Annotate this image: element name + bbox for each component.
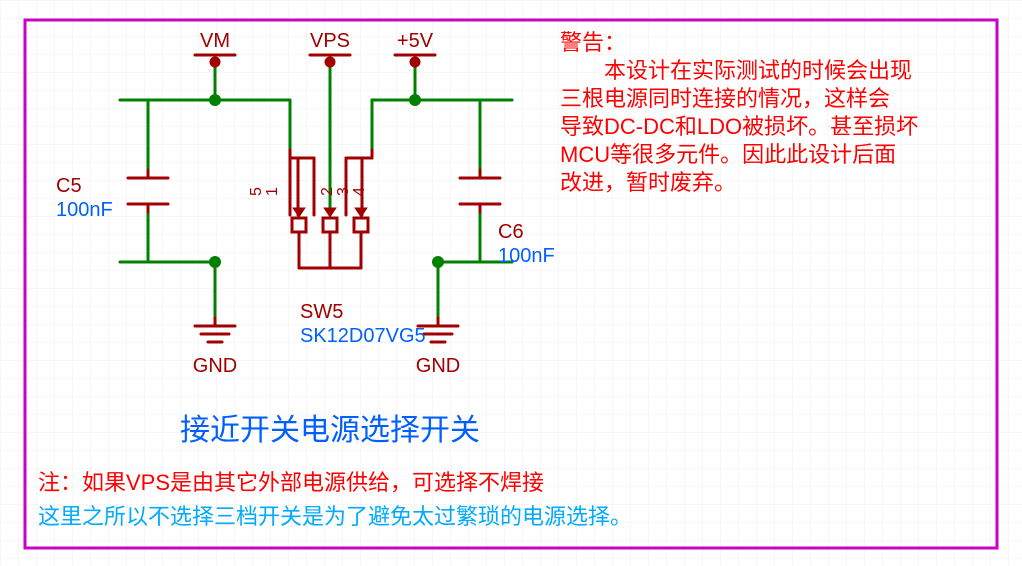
c5-val: 100nF — [56, 199, 113, 221]
net-vps: VPS — [310, 30, 350, 52]
warn-l1: 本设计在实际测试的时候会出现 — [560, 58, 912, 83]
warn-title: 警告： — [560, 30, 626, 55]
section-heading: 接近开关电源选择开关 — [180, 414, 480, 447]
note-blue: 这里之所以不选择三档开关是为了避免太过繁琐的电源选择。 — [38, 504, 632, 529]
warn-l2: 三根电源同时连接的情况，这样会 — [560, 86, 890, 111]
pin-5: 5 — [248, 187, 265, 196]
note-red: 注：如果VPS是由其它外部电源供给，可选择不焊接 — [38, 470, 544, 495]
c5-ref: C5 — [56, 175, 82, 197]
nets — [120, 64, 512, 318]
net-vm: VM — [200, 30, 230, 52]
gnd-left: GND — [193, 355, 237, 377]
warn-l3: 导致DC-DC和LDO被损坏。甚至损坏 — [560, 114, 918, 139]
pin-3: 3 — [335, 187, 352, 196]
net-5v: +5V — [397, 30, 434, 52]
c6-ref: C6 — [498, 221, 524, 243]
components — [128, 55, 500, 342]
junctions — [209, 94, 444, 268]
warn-l5: 改进，暂时废弃。 — [560, 170, 736, 195]
pin-4: 4 — [351, 187, 368, 196]
warn-l4: MCU等很多元件。因此此设计后面 — [560, 142, 896, 167]
sw5-part: SK12D07VG5 — [300, 325, 426, 347]
warning-text: 警告： 本设计在实际测试的时候会出现 三根电源同时连接的情况，这样会 导致DC-… — [560, 30, 918, 195]
gnd-right: GND — [416, 355, 460, 377]
c6-val: 100nF — [498, 245, 555, 267]
sw5-ref: SW5 — [300, 301, 343, 323]
pin-1: 1 — [264, 187, 281, 196]
pin-2: 2 — [319, 187, 336, 196]
